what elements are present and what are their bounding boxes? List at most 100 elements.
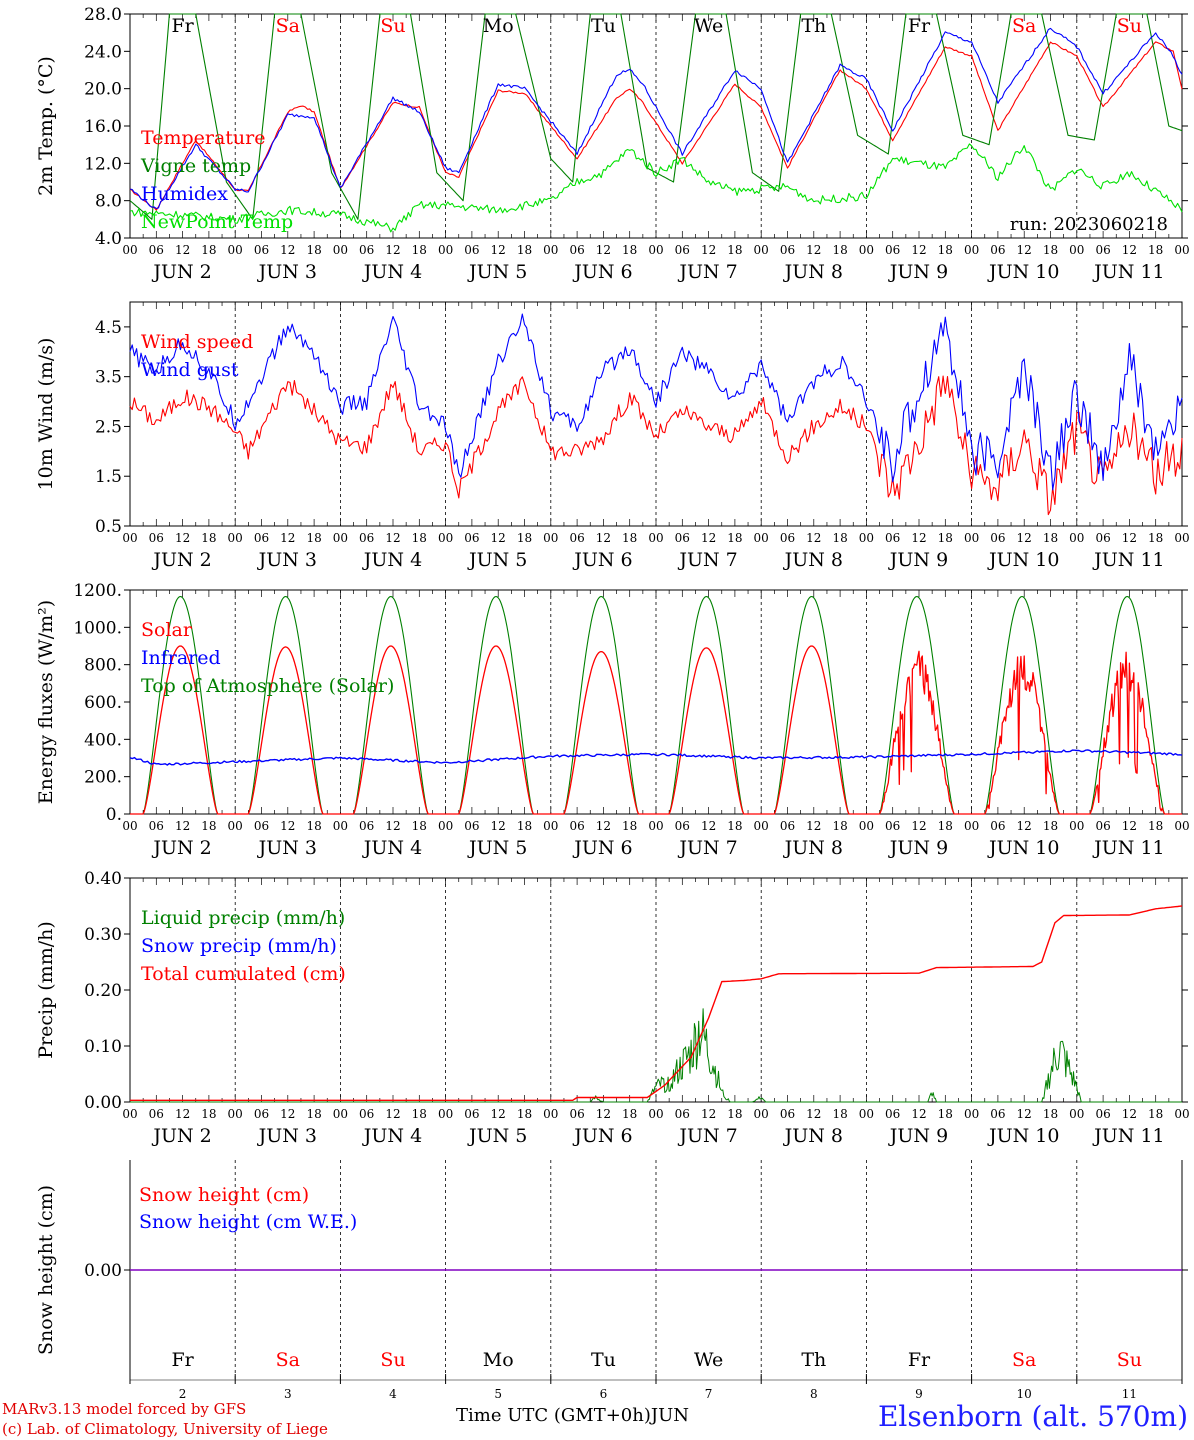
hour-tick-label: 00	[333, 531, 348, 545]
y-axis-label: 2m Temp. (°C)	[35, 56, 57, 196]
hour-tick-label: 00	[1069, 1107, 1084, 1121]
hour-tick-label: 12	[806, 1107, 821, 1121]
hour-tick-label: 00	[964, 1107, 979, 1121]
hour-tick-label: 12	[911, 1107, 926, 1121]
plot-frame	[129, 13, 1183, 239]
hour-tick-label: 06	[1095, 819, 1110, 833]
legend-entry: Temperature	[141, 127, 265, 149]
hour-tick-label: 00	[333, 243, 348, 257]
hour-tick-label: 00	[964, 243, 979, 257]
hour-tick-label: 06	[1095, 531, 1110, 545]
hour-tick-label: 06	[569, 243, 584, 257]
hour-tick-label: 18	[622, 1107, 637, 1121]
weekday-label: Th	[801, 1349, 826, 1371]
hour-tick-label: 00	[122, 531, 137, 545]
weekday-label: Sa	[276, 15, 300, 37]
hour-tick-label: 06	[780, 243, 795, 257]
date-label: JUN 4	[362, 549, 422, 571]
hour-tick-label: 00	[438, 819, 453, 833]
y-tick-label: 0.00	[84, 1093, 122, 1113]
hour-tick-label: 18	[517, 1107, 532, 1121]
hour-tick-label: 12	[385, 243, 400, 257]
day-number-label: 8	[810, 1387, 818, 1401]
station-name: Elsenborn (alt. 570m)	[877, 1400, 1188, 1433]
hour-tick-label: 18	[412, 531, 427, 545]
hour-tick-label: 18	[1148, 819, 1163, 833]
hour-tick-label: 12	[806, 531, 821, 545]
hour-tick-label: 18	[832, 1107, 847, 1121]
hour-tick-label: 12	[1122, 531, 1137, 545]
hour-tick-label: 12	[596, 531, 611, 545]
y-tick-label: 0.40	[84, 869, 122, 889]
plot-frame	[129, 301, 1183, 527]
weekday-label: Fr	[171, 15, 194, 37]
hour-tick-label: 18	[1043, 531, 1058, 545]
date-label: JUN 11	[1092, 261, 1164, 283]
hour-tick-label: 18	[201, 819, 216, 833]
day-number-label: 5	[494, 1387, 502, 1401]
hour-tick-label: 00	[859, 531, 874, 545]
hour-tick-label: 18	[938, 243, 953, 257]
legend-entry: NewPoint Temp	[141, 211, 293, 233]
legend-entry: Humidex	[141, 183, 228, 205]
model-credit: MARv3.13 model forced by GFS	[2, 1400, 247, 1418]
legend-entry: Wind speed	[141, 331, 253, 353]
hour-tick-label: 00	[754, 243, 769, 257]
hour-tick-label: 06	[149, 819, 164, 833]
hour-tick-label: 06	[780, 1107, 795, 1121]
hour-tick-label: 06	[569, 531, 584, 545]
y-tick-label: 0.10	[84, 1037, 122, 1057]
hour-tick-label: 18	[306, 819, 321, 833]
y-tick-label: 3.5	[95, 368, 122, 388]
hour-tick-label: 18	[622, 531, 637, 545]
hour-tick-label: 12	[491, 531, 506, 545]
weekday-label: Mo	[483, 15, 514, 37]
hour-tick-label: 18	[412, 819, 427, 833]
weekday-label: We	[694, 1349, 723, 1371]
weekday-label: Mo	[483, 1349, 514, 1371]
date-label: JUN 9	[888, 1125, 948, 1147]
hour-tick-label: 18	[727, 819, 742, 833]
hour-tick-label: 06	[885, 1107, 900, 1121]
series-line-infrared	[129, 749, 1183, 766]
hour-tick-label: 12	[596, 819, 611, 833]
hour-tick-label: 18	[412, 1107, 427, 1121]
weekday-label: Su	[1117, 15, 1142, 37]
hour-tick-label: 12	[175, 531, 190, 545]
series-line-vigne-temp	[129, 13, 1183, 220]
series-line-humidex	[129, 27, 1183, 210]
hour-tick-label: 06	[149, 243, 164, 257]
date-label: JUN 11	[1092, 549, 1164, 571]
weekday-label: Tu	[591, 15, 616, 37]
legend-entry: Liquid precip (mm/h)	[141, 907, 345, 929]
series-line-solar	[130, 645, 1182, 815]
weekday-label: Sa	[1012, 1349, 1036, 1371]
y-tick-label: 0.	[106, 805, 122, 825]
hour-tick-label: 00	[1069, 243, 1084, 257]
hour-tick-label: 00	[648, 819, 663, 833]
hour-tick-label: 18	[1148, 531, 1163, 545]
hour-tick-label: 00	[754, 531, 769, 545]
hour-tick-label: 00	[543, 819, 558, 833]
series-line-newpoint-temp	[129, 143, 1183, 233]
hour-tick-label: 12	[911, 243, 926, 257]
hour-tick-label: 18	[517, 531, 532, 545]
hour-tick-label: 06	[675, 1107, 690, 1121]
y-tick-label: 200.	[84, 768, 122, 788]
hour-tick-label: 12	[280, 1107, 295, 1121]
date-label: JUN 7	[677, 549, 737, 571]
hour-tick-label: 12	[280, 819, 295, 833]
y-tick-label: 1.5	[95, 467, 122, 487]
hour-tick-label: 00	[1174, 531, 1189, 545]
legend-entry: Snow height (cm)	[139, 1184, 309, 1206]
hour-tick-label: 12	[175, 243, 190, 257]
legend-entry: Infrared	[141, 647, 221, 669]
hour-tick-label: 12	[1122, 819, 1137, 833]
hour-tick-label: 12	[175, 819, 190, 833]
hour-tick-label: 00	[859, 243, 874, 257]
legend-entry: Snow precip (mm/h)	[141, 935, 337, 957]
hour-tick-label: 06	[569, 819, 584, 833]
series-line-wind-gust	[129, 313, 1183, 491]
hour-tick-label: 06	[464, 819, 479, 833]
